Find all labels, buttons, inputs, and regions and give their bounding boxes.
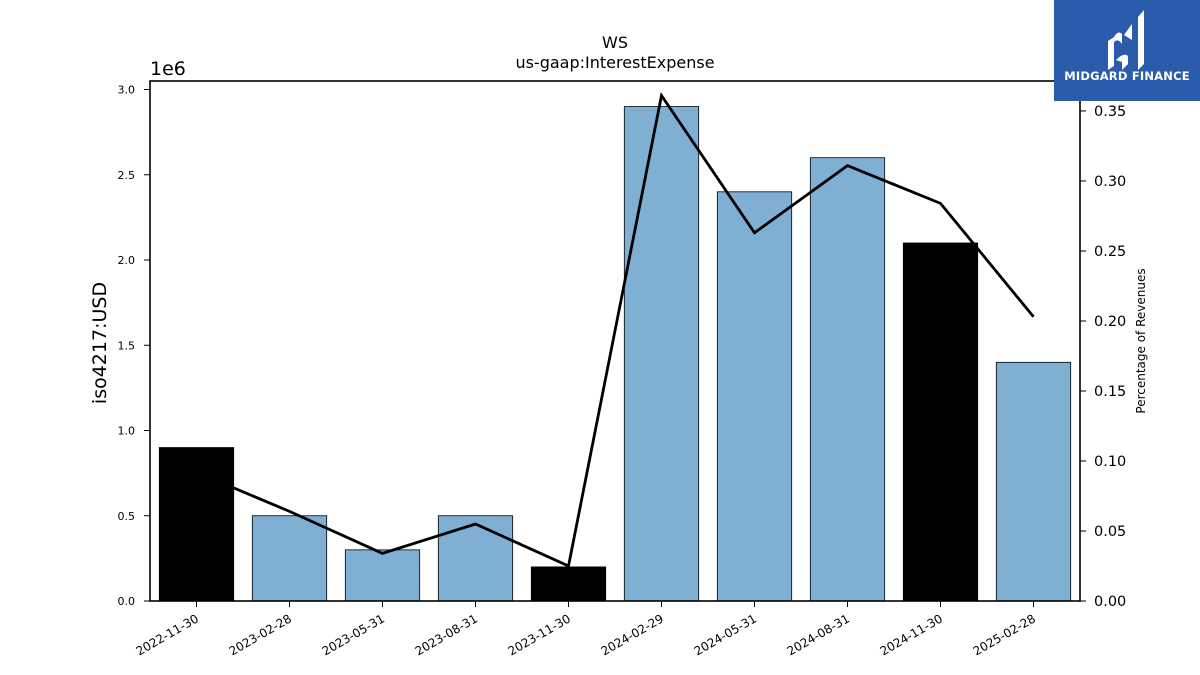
y2-tick-label: 0.25 [1094,244,1126,260]
chart-title: WS [602,33,628,52]
x-tick-label: 2023-02-28 [227,611,294,658]
bar-2023-11-30 [530,566,607,602]
x-tick-label: 2023-05-31 [320,611,387,658]
x-tick-label: 2024-08-31 [785,611,852,658]
bar-2023-08-31 [437,515,514,602]
y2-tick-label: 0.30 [1094,174,1126,190]
logo: MIDGARD FINANCE [1054,0,1200,101]
plot-frame [149,80,1081,602]
y2-tick-label: 0.10 [1094,454,1126,470]
bar-2024-05-31 [716,191,793,602]
bar-2024-08-31 [809,157,886,602]
logo-text: MIDGARD FINANCE [1064,69,1190,83]
logo-mark-icon [1108,10,1144,70]
y2-tick-label: 0.35 [1094,104,1126,120]
bar-2022-11-30 [158,447,235,602]
y-tick-label: 2.5 [118,169,136,182]
bar-2023-05-31 [344,549,421,602]
bar-2025-02-28 [995,361,1072,602]
x-tick-label: 2024-05-31 [692,611,759,658]
y-tick-label: 1.5 [118,339,136,352]
x-tick-label: 2024-11-30 [878,611,945,658]
y-tick-label: 3.0 [118,84,136,97]
y-tick-label: 0.0 [118,595,136,608]
chart-subtitle: us-gaap:InterestExpense [515,53,714,72]
bar-2024-02-29 [623,106,700,602]
bar-2023-02-28 [251,515,328,602]
x-tick-label: 2023-08-31 [413,611,480,658]
y2-tick-label: 0.00 [1094,594,1126,610]
percentage-line [195,91,1035,568]
y2-tick-label: 0.20 [1094,314,1126,330]
x-tick-label: 2025-02-28 [971,611,1038,658]
y-tick-label: 1.0 [118,425,136,438]
x-tick-label: 2024-02-29 [599,611,666,658]
y-tick-label: 0.5 [118,510,136,523]
x-tick-label: 2022-11-30 [134,611,201,658]
bar-2024-11-30 [902,242,979,602]
x-tick-label: 2023-11-30 [506,611,573,658]
y2-axis-label: Percentage of Revenues [1134,268,1148,413]
y2-tick-label: 0.05 [1094,524,1126,540]
y-offset-label: 1e6 [150,58,186,80]
y-axis-label: iso4217:USD [89,282,111,404]
y-tick-label: 2.0 [118,254,136,267]
y2-tick-label: 0.15 [1094,384,1126,400]
